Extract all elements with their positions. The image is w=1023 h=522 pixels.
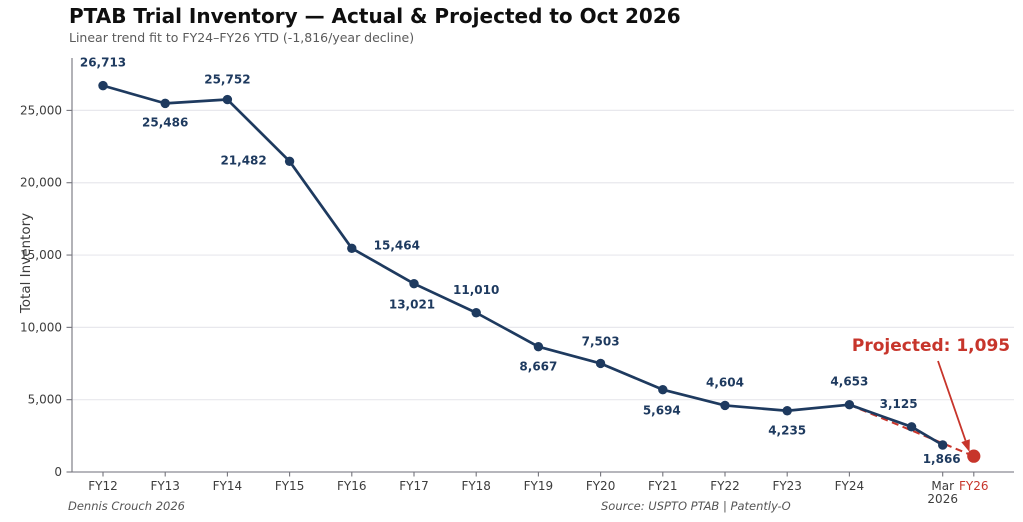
y-axis-tick-label: 10,000 (20, 320, 62, 334)
x-axis-tick-label: FY22 (710, 479, 740, 493)
x-axis-tick-label: FY17 (399, 479, 429, 493)
data-point (160, 98, 170, 109)
x-axis-tick-label: FY15 (275, 479, 305, 493)
y-axis-tick-label: 5,000 (28, 393, 62, 407)
data-point-label: 8,667 (519, 360, 557, 374)
data-point-label: 7,503 (582, 334, 620, 348)
data-point (284, 156, 295, 166)
data-point-label: 25,486 (142, 115, 188, 129)
data-point (938, 440, 948, 450)
y-axis-tick-label: 20,000 (20, 176, 62, 190)
data-point-label: 4,235 (768, 424, 806, 438)
actual-series-line (101, 84, 945, 447)
chart-subtitle: Linear trend fit to FY24–FY26 YTD (-1,81… (69, 30, 415, 45)
projected-point (967, 449, 981, 463)
data-point (471, 308, 481, 318)
annotation-arrowhead (961, 439, 970, 452)
x-axis-tick-label: FY24 (835, 479, 865, 493)
data-point-label: 25,752 (204, 73, 250, 87)
y-axis-tick-label: 25,000 (20, 103, 62, 117)
data-point (347, 243, 357, 254)
x-axis-tick-label: FY14 (213, 479, 243, 493)
y-axis-title: Total Inventory (18, 213, 34, 314)
data-point-label: 3,125 (880, 397, 918, 411)
data-point (658, 384, 668, 395)
data-point-label: 1,866 (923, 452, 961, 466)
data-point-label: 4,653 (830, 375, 868, 389)
x-axis-tick-label: FY18 (461, 479, 491, 493)
y-axis-tick-label: 15,000 (20, 248, 62, 262)
data-point-label: 15,464 (374, 238, 420, 252)
x-axis-tick-label: FY23 (772, 479, 802, 493)
x-axis-tick-label: FY21 (648, 479, 678, 493)
projection-annotation: Projected: 1,095 (852, 336, 1010, 356)
data-point-label: 11,010 (453, 283, 499, 297)
data-point (533, 341, 544, 352)
author-credit: Dennis Crouch 2026 (68, 499, 185, 513)
data-point (720, 400, 730, 411)
chart-title: PTAB Trial Inventory — Actual & Projecte… (69, 4, 681, 28)
data-point (782, 406, 792, 416)
x-axis-tick-label: FY19 (524, 479, 554, 493)
x-axis-tick-label: 2026 (927, 492, 958, 506)
x-axis-tick-label: FY20 (586, 479, 616, 493)
data-point (595, 358, 606, 369)
data-point (222, 94, 233, 105)
y-axis-tick-label: 0 (54, 465, 62, 479)
data-point (906, 422, 917, 432)
data-point-label: 21,482 (220, 153, 266, 167)
x-axis-tick-label: Mar (931, 479, 954, 493)
data-point-label: 26,713 (80, 56, 126, 70)
data-point-label: 4,604 (706, 375, 744, 389)
data-point-label: 13,021 (389, 298, 435, 312)
source-note: Source: USPTO PTAB | Patently-O (601, 499, 791, 513)
data-point (844, 399, 855, 410)
x-axis-tick-label: FY13 (150, 479, 180, 493)
data-point-label: 5,694 (643, 404, 681, 418)
x-axis-tick-label: FY12 (88, 479, 118, 493)
x-axis-tick-label: FY16 (337, 479, 367, 493)
data-point (409, 278, 419, 289)
data-point (98, 80, 108, 91)
annotation-arrow (937, 360, 967, 441)
x-axis-tick-label: FY26 (959, 479, 989, 493)
